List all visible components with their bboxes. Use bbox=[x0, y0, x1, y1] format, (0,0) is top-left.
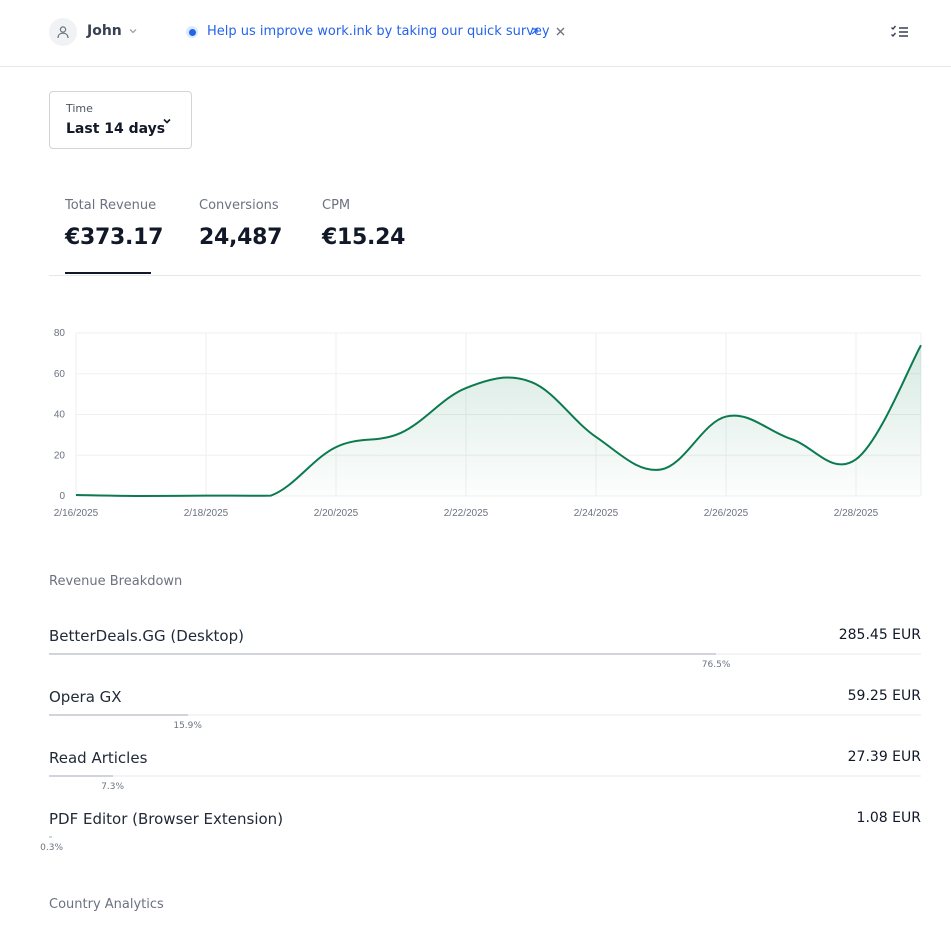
revenue-share-track bbox=[49, 775, 921, 777]
revenue-share-bar bbox=[49, 714, 188, 716]
active-tab-indicator bbox=[65, 272, 151, 274]
revenue-breakdown-title: Revenue Breakdown bbox=[49, 574, 183, 589]
revenue-chart[interactable]: 0 20 40 60 80 2/16/2025 2/18/2025 2/20/2025 2/2… bbox=[0, 320, 951, 530]
chart-data-point[interactable] bbox=[73, 492, 79, 498]
chart-data-point[interactable] bbox=[593, 434, 599, 440]
chart-data-point[interactable] bbox=[918, 342, 924, 348]
tab-total-revenue[interactable]: Total Revenue €373.17 bbox=[65, 198, 163, 250]
survey-link[interactable]: Help us improve work.ink by taking our q… bbox=[207, 24, 550, 39]
revenue-share-track bbox=[49, 714, 921, 716]
revenue-share-percent: 7.3% bbox=[101, 782, 125, 792]
external-link-icon[interactable] bbox=[529, 26, 540, 37]
chart-data-point[interactable] bbox=[138, 493, 144, 499]
time-select-value: Last 14 days bbox=[66, 121, 166, 137]
tab-conversions[interactable]: Conversions 24,487 bbox=[199, 198, 282, 250]
revenue-share-track bbox=[49, 836, 921, 838]
chart-data-point[interactable] bbox=[788, 436, 794, 442]
chart-x-tick-label: 2/26/2025 bbox=[704, 508, 749, 519]
revenue-share-track bbox=[49, 653, 921, 655]
chart-x-tick-label: 2/24/2025 bbox=[574, 508, 619, 519]
tab-cpm[interactable]: CPM €15.24 bbox=[322, 198, 405, 250]
user-icon bbox=[57, 26, 69, 39]
close-icon[interactable] bbox=[555, 26, 566, 37]
revenue-source-name: BetterDeals.GG (Desktop) bbox=[49, 627, 244, 645]
revenue-share-bar bbox=[49, 775, 113, 777]
chevron-down-icon[interactable] bbox=[128, 26, 138, 36]
revenue-breakdown-row: BetterDeals.GG (Desktop) 285.45 EUR 76.5% bbox=[49, 627, 921, 688]
revenue-share-bar bbox=[49, 653, 717, 655]
revenue-source-amount: 59.25 EUR bbox=[847, 688, 921, 704]
chart-data-point[interactable] bbox=[333, 444, 339, 450]
revenue-source-amount: 1.08 EUR bbox=[856, 810, 921, 826]
revenue-share-percent: 15.9% bbox=[173, 721, 202, 731]
user-avatar[interactable] bbox=[49, 18, 77, 46]
revenue-area bbox=[76, 345, 921, 496]
chart-y-tick-label: 40 bbox=[54, 410, 66, 421]
revenue-source-amount: 27.39 EUR bbox=[847, 749, 921, 765]
chart-x-tick-label: 2/18/2025 bbox=[184, 508, 229, 519]
chart-data-point[interactable] bbox=[398, 430, 404, 436]
revenue-source-name: Opera GX bbox=[49, 688, 122, 706]
chart-data-point[interactable] bbox=[268, 493, 274, 499]
survey-indicator-icon bbox=[186, 26, 198, 38]
revenue-share-percent: 76.5% bbox=[701, 660, 731, 670]
chart-y-tick-label: 0 bbox=[59, 491, 65, 502]
chart-y-tick-label: 80 bbox=[54, 328, 66, 339]
revenue-breakdown-row: PDF Editor (Browser Extension) 1.08 EUR 0.… bbox=[40, 810, 921, 871]
chart-y-tick-label: 20 bbox=[54, 450, 66, 461]
chart-x-tick-label: 2/22/2025 bbox=[444, 508, 489, 519]
time-range-select[interactable]: Time Last 14 days bbox=[49, 91, 192, 149]
top-header: John Help us improve work.ink by taking … bbox=[0, 0, 951, 67]
chart-data-point[interactable] bbox=[853, 456, 859, 462]
revenue-breakdown-row: Opera GX 59.25 EUR 15.9% bbox=[49, 688, 921, 749]
metric-value: €373.17 bbox=[65, 225, 164, 250]
chart-data-point[interactable] bbox=[203, 493, 209, 499]
chevron-down-icon bbox=[163, 118, 171, 124]
metric-label: Conversions bbox=[199, 198, 279, 213]
revenue-share-bar bbox=[49, 836, 52, 838]
chart-data-point[interactable] bbox=[658, 467, 664, 473]
chart-data-point[interactable] bbox=[528, 379, 534, 385]
metric-label: CPM bbox=[322, 198, 351, 213]
metric-value: €15.24 bbox=[322, 225, 406, 250]
chart-y-tick-label: 60 bbox=[54, 369, 66, 380]
revenue-source-name: Read Articles bbox=[49, 749, 148, 767]
metric-value: 24,487 bbox=[199, 225, 283, 250]
chart-x-tick-label: 2/20/2025 bbox=[314, 508, 359, 519]
revenue-line bbox=[75, 344, 922, 498]
revenue-breakdown-row: Read Articles 27.39 EUR 7.3% bbox=[49, 749, 921, 810]
checklist-menu-icon[interactable] bbox=[890, 24, 910, 40]
revenue-source-name: PDF Editor (Browser Extension) bbox=[49, 810, 284, 828]
chart-data-point[interactable] bbox=[463, 385, 469, 391]
country-analytics-title: Country Analytics bbox=[49, 897, 164, 912]
chart-data-point[interactable] bbox=[723, 414, 729, 420]
chart-x-tick-label: 2/16/2025 bbox=[54, 508, 99, 519]
metric-label: Total Revenue bbox=[65, 198, 157, 213]
tabs-divider bbox=[49, 275, 921, 276]
revenue-source-amount: 285.45 EUR bbox=[838, 627, 921, 643]
time-select-label: Time bbox=[66, 102, 93, 115]
chart-x-tick-label: 2/28/2025 bbox=[834, 508, 879, 519]
user-name[interactable]: John bbox=[87, 23, 122, 39]
revenue-share-percent: 0.3% bbox=[40, 843, 64, 853]
